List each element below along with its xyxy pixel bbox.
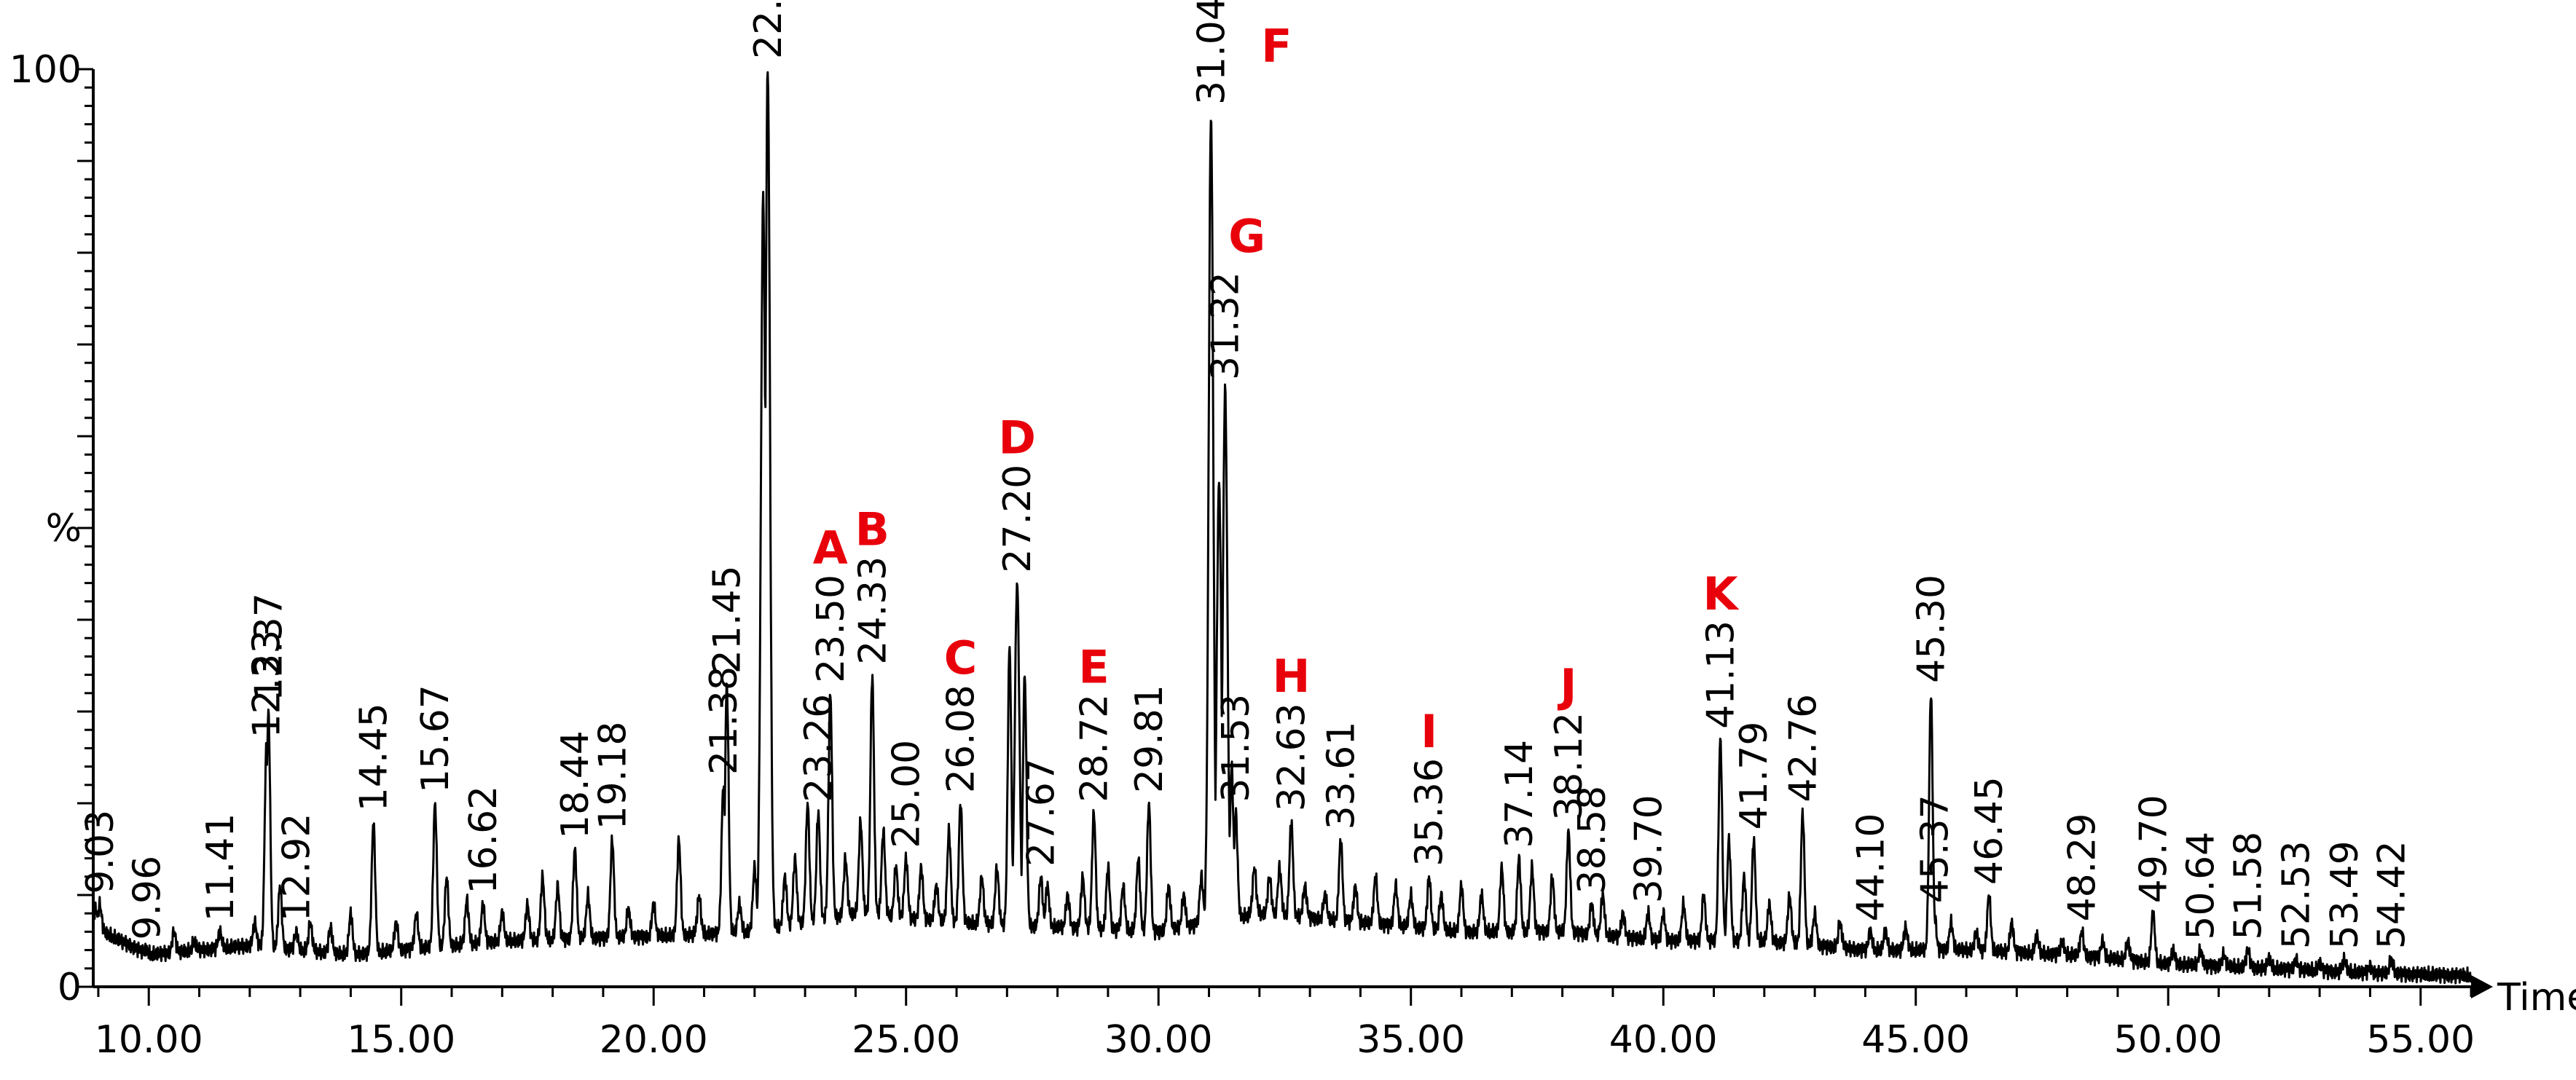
x-tick-label: 35.00 [1356, 1018, 1465, 1062]
peak-rt-label: 9.96 [125, 856, 169, 940]
x-tick-label: 20.00 [600, 1018, 708, 1062]
peak-rt-label: 18.44 [554, 730, 597, 839]
peak-rt-label: 38.58 [1571, 786, 1614, 894]
peak-rt-label: 46.45 [1968, 776, 2011, 885]
peak-rt-label: 23.50 [809, 575, 853, 683]
compound-letter-k: K [1703, 567, 1739, 620]
peak-rt-label: 31.53 [1214, 694, 1258, 803]
peak-rt-label: 21.38 [702, 666, 746, 775]
compound-letter-d: D [998, 411, 1035, 465]
peak-rt-label: 31.04 [1190, 0, 1233, 105]
peak-rt-label: 33.61 [1319, 722, 1363, 830]
compound-letter-h: H [1273, 650, 1311, 703]
y-tick-label: 0 [58, 966, 82, 1009]
compound-letter-f: F [1261, 20, 1292, 73]
peak-rt-label: 29.81 [1128, 685, 1171, 793]
x-tick-label: 15.00 [347, 1018, 455, 1062]
compound-letter-b: B [855, 503, 890, 556]
peak-rt-label: 12.37 [247, 593, 291, 701]
compound-letter-g: G [1228, 210, 1265, 263]
peak-rt-label: 11.41 [199, 813, 243, 922]
peak-rt-label: 9.03 [79, 810, 122, 894]
compound-annotations: A B C D E F G H I J K [813, 20, 1740, 758]
x-tick-label: 50.00 [2114, 1018, 2223, 1062]
peak-rt-label: 48.29 [2061, 813, 2105, 922]
peak-rt-label: 19.18 [591, 722, 635, 830]
peak-rt-label: 21.45 [706, 565, 750, 674]
peak-rt-label: 42.76 [1781, 694, 1825, 803]
peak-rt-label: 41.79 [1732, 722, 1776, 830]
peak-rt-label: 44.10 [1849, 813, 1893, 922]
peak-rt-label: 27.67 [1020, 758, 1064, 867]
y-axis-ticks: 0% 100 [9, 48, 93, 1009]
x-tick-label: 25.00 [852, 1018, 960, 1062]
x-tick-label: 10.00 [95, 1018, 203, 1062]
y-tick-label: % [46, 507, 82, 551]
peak-rt-label: 41.13 [1700, 620, 1743, 729]
x-axis-arrowhead [2471, 975, 2493, 998]
peak-rt-label: 45.37 [1913, 795, 1957, 903]
peak-rt-label: 16.62 [462, 786, 506, 894]
x-tick-label: 55.00 [2366, 1018, 2475, 1062]
peak-rt-label: 25.00 [885, 740, 929, 848]
peak-rt-label: 50.64 [2180, 832, 2223, 940]
peak-rt-label: 45.30 [1909, 575, 1953, 683]
peak-rt-label: 35.36 [1408, 758, 1452, 867]
trace-layer [92, 71, 2473, 985]
peak-rt-label: 51.58 [2227, 832, 2271, 940]
peak-rt-label: 26.08 [940, 685, 983, 793]
chromatogram-trace [92, 71, 2473, 985]
peak-rt-label: 38.12 [1547, 712, 1591, 821]
peak-rt-label: 22.26 [747, 0, 790, 59]
peak-rt-label: 32.63 [1270, 703, 1313, 811]
x-tick-label: 45.00 [1861, 1018, 1970, 1062]
compound-letter-i: I [1421, 705, 1437, 758]
compound-letter-a: A [813, 521, 848, 575]
peak-rt-label: 12.33 [246, 630, 289, 738]
peak-rt-label: 27.20 [996, 465, 1040, 573]
peak-rt-label: 31.32 [1204, 272, 1248, 380]
compound-letter-j: J [1557, 659, 1576, 712]
peak-rt-label: 37.14 [1498, 740, 1542, 848]
peak-rt-label: 52.53 [2275, 840, 2319, 949]
peak-rt-label: 49.70 [2132, 795, 2175, 903]
x-tick-label: 30.00 [1104, 1018, 1213, 1062]
x-axis-title: Time [2497, 976, 2576, 1020]
peak-rt-label: 54.42 [2371, 840, 2414, 949]
peak-rt-label: 28.72 [1073, 694, 1117, 803]
peak-rt-label: 14.45 [353, 703, 396, 811]
compound-letter-e: E [1078, 641, 1109, 694]
peak-rt-label: 39.70 [1627, 795, 1670, 903]
peak-rt-label: 12.92 [275, 813, 319, 922]
compound-letter-c: C [944, 631, 978, 685]
x-tick-label: 40.00 [1609, 1018, 1718, 1062]
peak-rt-label: 23.26 [797, 694, 841, 803]
x-axis-ticks: 10.00 15.00 20.00 25.00 30.00 35.00 40.00 45.00… [95, 987, 2475, 1062]
peak-rt-label: 24.33 [851, 556, 895, 665]
peak-rt-label: 53.49 [2323, 840, 2367, 949]
y-tick-label: 100 [9, 48, 82, 92]
peak-rt-label: 15.67 [414, 685, 458, 793]
